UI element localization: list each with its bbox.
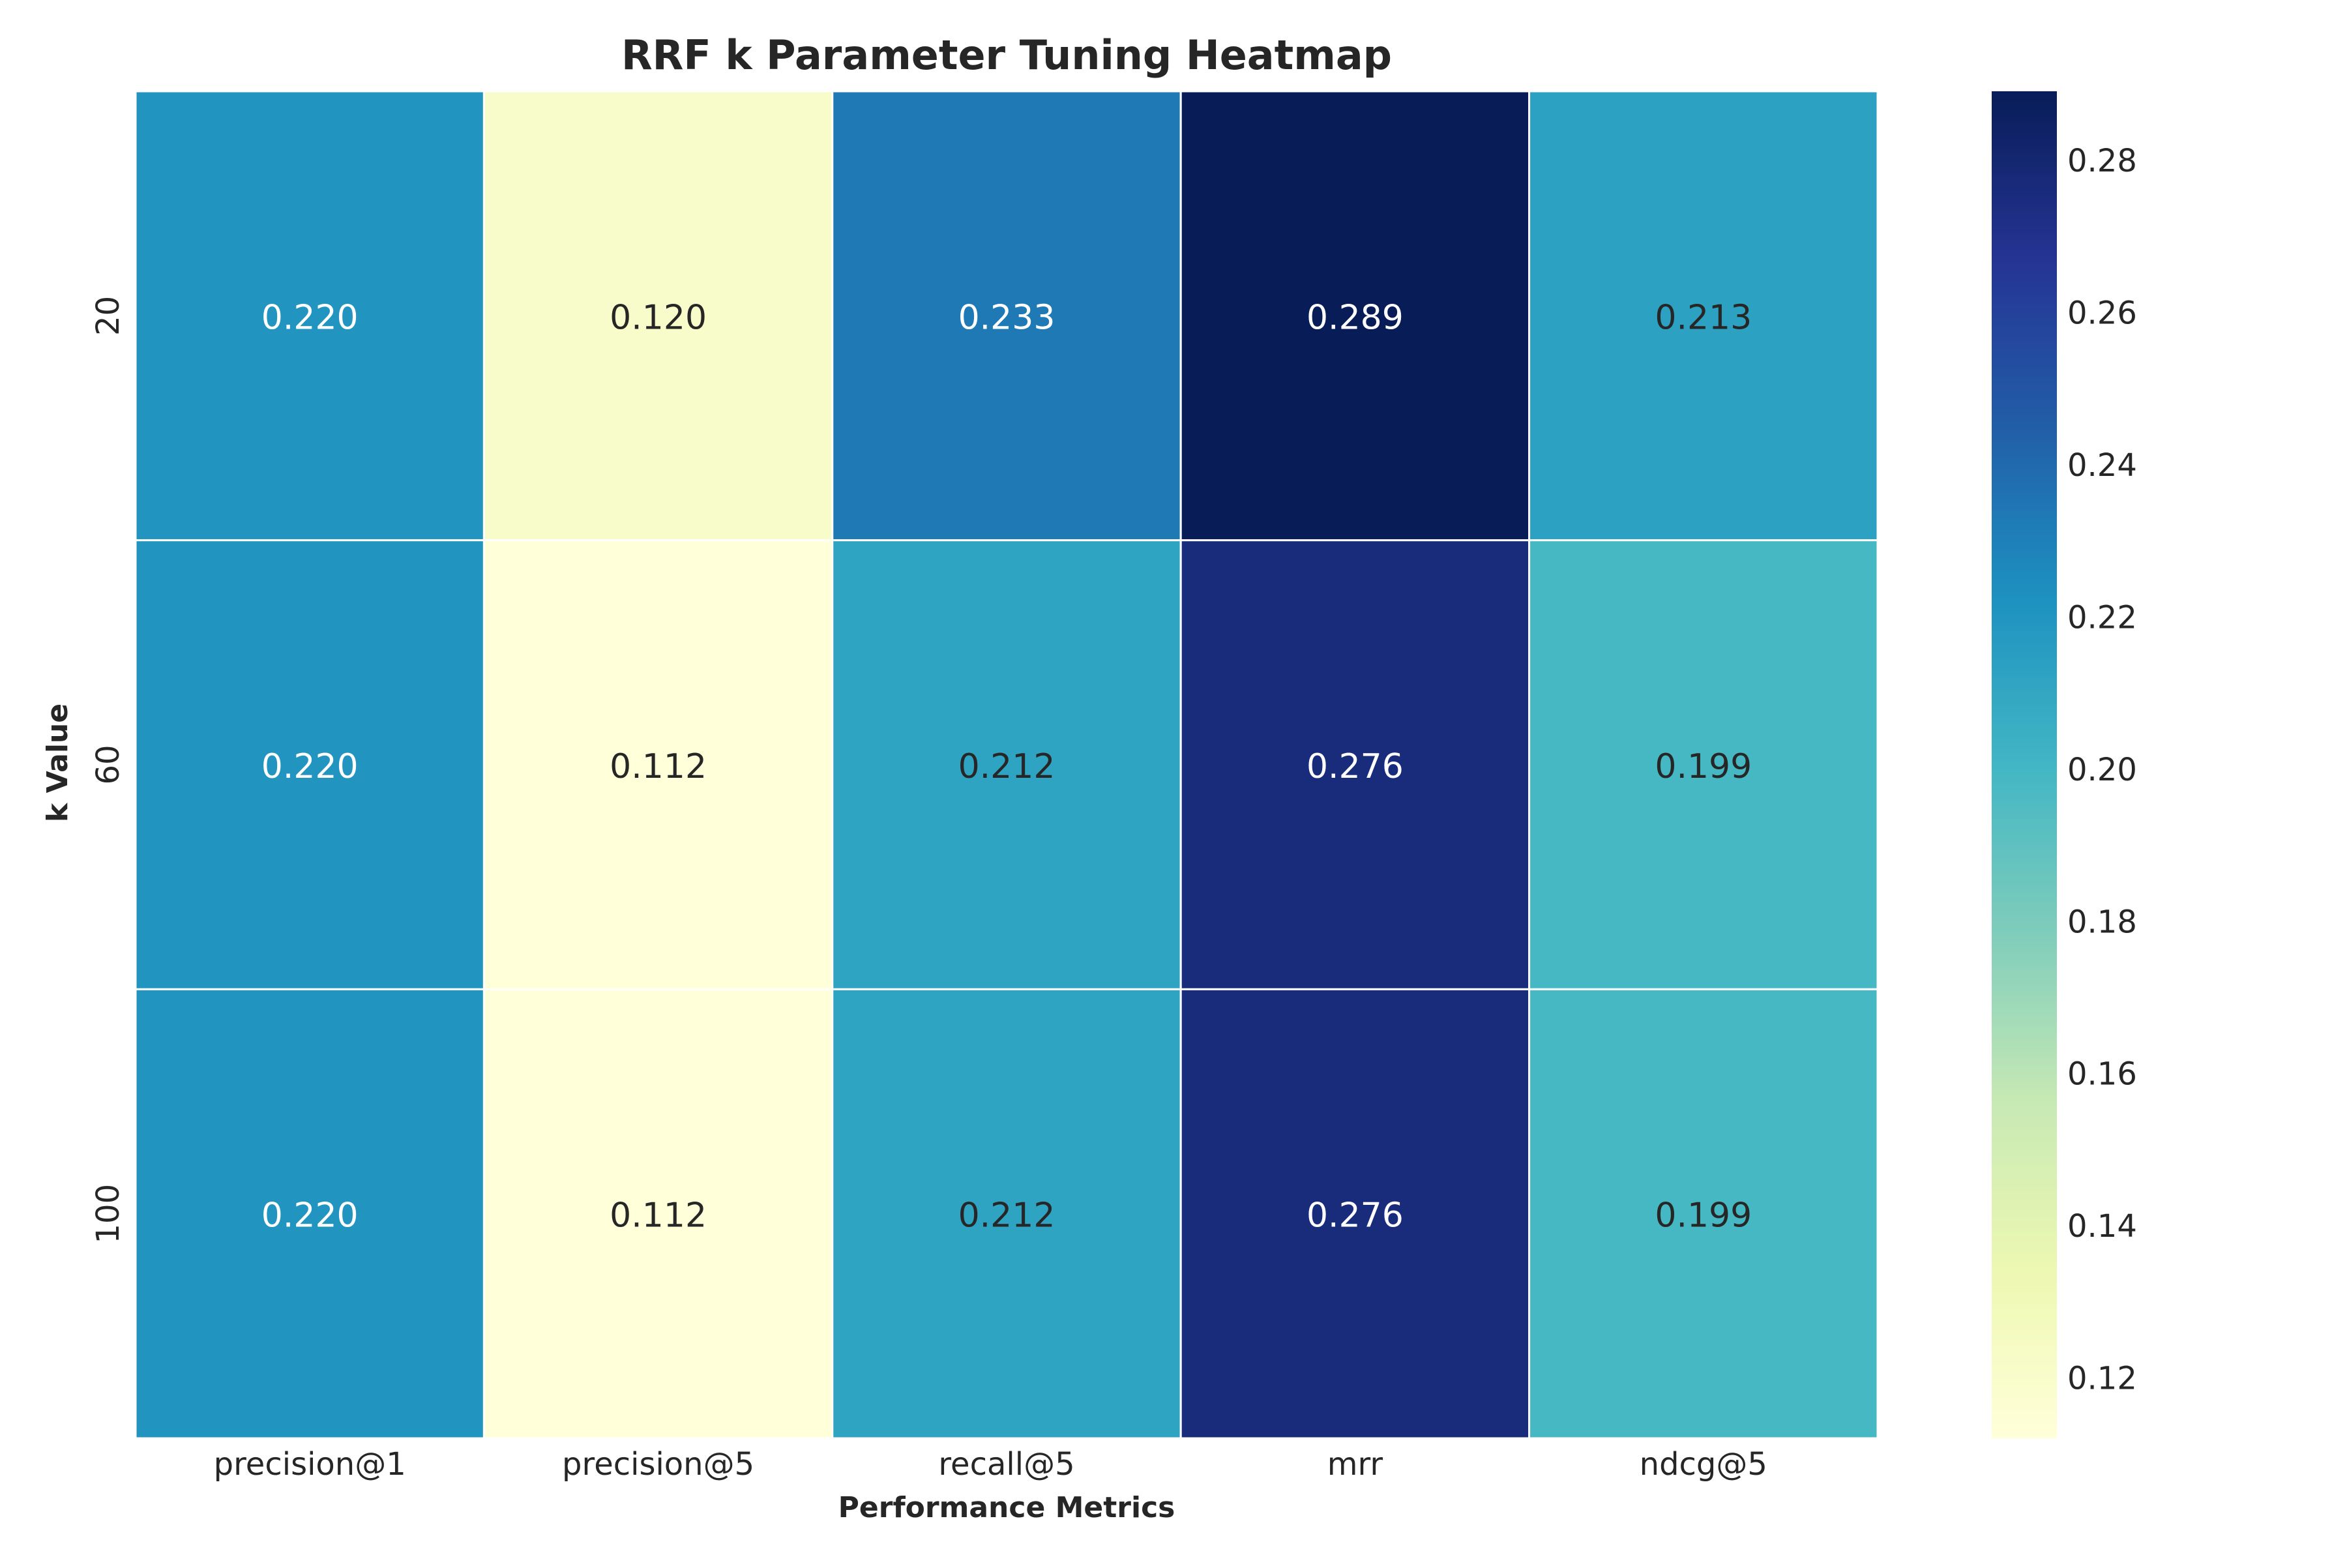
colorbar-tick-label: 0.18 [2067, 904, 2137, 940]
cell-value-label: 0.276 [1306, 1196, 1404, 1235]
y-tick-label: 100 [90, 1184, 126, 1244]
cell-value-label: 0.233 [958, 298, 1055, 337]
cell-value-label: 0.276 [1306, 747, 1404, 786]
x-tick-labels: precision@1 precision@5 recall@5 mrr ndcg@5 [214, 1446, 1767, 1483]
heatmap-cell [482, 988, 834, 1440]
cell-value-label: 0.289 [1306, 298, 1404, 337]
heatmap-cell [831, 90, 1182, 542]
cell-value-label: 0.220 [261, 747, 359, 786]
colorbar-tick-labels: 0.12 0.14 0.16 0.18 0.20 0.22 0.24 0.26 0.28 [2067, 143, 2137, 1397]
y-axis-label: k Value [41, 703, 74, 822]
colorbar [1992, 91, 2057, 1438]
cell-value-label: 0.213 [1655, 298, 1752, 337]
cell-value-label: 0.112 [610, 1196, 707, 1235]
cell-value-label: 0.212 [958, 1196, 1055, 1235]
heatmap-cell [482, 539, 834, 990]
y-tick-label: 20 [90, 296, 126, 336]
heatmap-cell [831, 988, 1182, 1440]
heatmap-cell [1528, 988, 1879, 1440]
x-tick-label: mrr [1327, 1446, 1383, 1483]
heatmap-cell [831, 539, 1182, 990]
heatmap-cell [1528, 539, 1879, 990]
x-axis-label: Performance Metrics [838, 1491, 1175, 1524]
colorbar-tick-label: 0.16 [2067, 1056, 2137, 1093]
cell-value-label: 0.212 [958, 747, 1055, 786]
y-tick-labels: 20 60 100 [90, 296, 126, 1244]
heatmap-cell [134, 539, 485, 990]
heatmap-cell [1179, 90, 1531, 542]
chart-title: RRF k Parameter Tuning Heatmap [621, 31, 1392, 79]
y-tick-label: 60 [90, 745, 126, 784]
heatmap-cell [1179, 988, 1531, 1440]
colorbar-tick-label: 0.12 [2067, 1361, 2137, 1397]
colorbar-tick-label: 0.26 [2067, 295, 2137, 331]
heatmap-cell [134, 90, 485, 542]
colorbar-tick-label: 0.24 [2067, 447, 2137, 484]
colorbar-tick-label: 0.28 [2067, 143, 2137, 179]
x-tick-label: precision@5 [562, 1446, 754, 1483]
cell-value-label: 0.112 [610, 747, 707, 786]
x-tick-label: precision@1 [214, 1446, 406, 1483]
colorbar-tick-label: 0.14 [2067, 1208, 2137, 1245]
cell-value-label: 0.220 [261, 1196, 359, 1235]
heatmap-cells [134, 90, 1879, 1440]
colorbar-tick-label: 0.22 [2067, 599, 2137, 636]
cell-value-label: 0.220 [261, 298, 359, 337]
cell-value-label: 0.199 [1655, 747, 1752, 786]
heatmap-cell [1528, 90, 1879, 542]
cell-value-label: 0.199 [1655, 1196, 1752, 1235]
heatmap-cell-labels: 0.220 0.120 0.233 0.289 0.213 0.220 0.112 0.212… [261, 298, 1752, 1235]
colorbar-tick-label: 0.20 [2067, 752, 2137, 788]
cell-value-label: 0.120 [610, 298, 707, 337]
heatmap-cell [482, 90, 834, 542]
x-tick-label: recall@5 [938, 1446, 1074, 1483]
x-tick-label: ndcg@5 [1640, 1446, 1767, 1483]
